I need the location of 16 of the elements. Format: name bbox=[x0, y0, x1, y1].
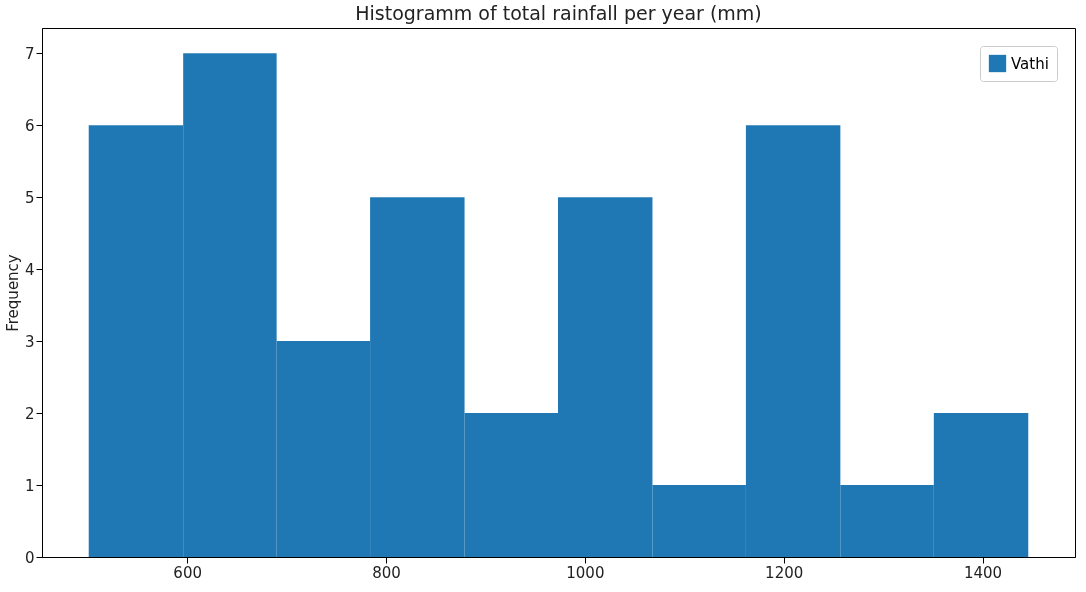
y-tick-label: 0 bbox=[24, 548, 35, 567]
y-axis-title: Frequency bbox=[3, 254, 22, 332]
x-tick-label: 800 bbox=[372, 563, 401, 582]
chart-title: Histogramm of total rainfall per year (mm) bbox=[355, 2, 762, 24]
y-tick-label: 7 bbox=[24, 44, 35, 63]
x-tick-label: 1000 bbox=[566, 563, 605, 582]
y-tick-label: 3 bbox=[24, 332, 35, 351]
legend-label: Vathi bbox=[1011, 54, 1049, 73]
x-tick-label: 600 bbox=[173, 563, 202, 582]
x-tick-label: 1400 bbox=[963, 563, 1003, 582]
y-tick-label: 6 bbox=[24, 116, 35, 135]
y-tick-label: 1 bbox=[24, 476, 35, 495]
y-tick-label: 5 bbox=[24, 188, 35, 207]
y-tick-label: 4 bbox=[24, 260, 35, 279]
x-tick-label: 1200 bbox=[765, 563, 804, 582]
y-tick-label: 2 bbox=[24, 404, 35, 423]
